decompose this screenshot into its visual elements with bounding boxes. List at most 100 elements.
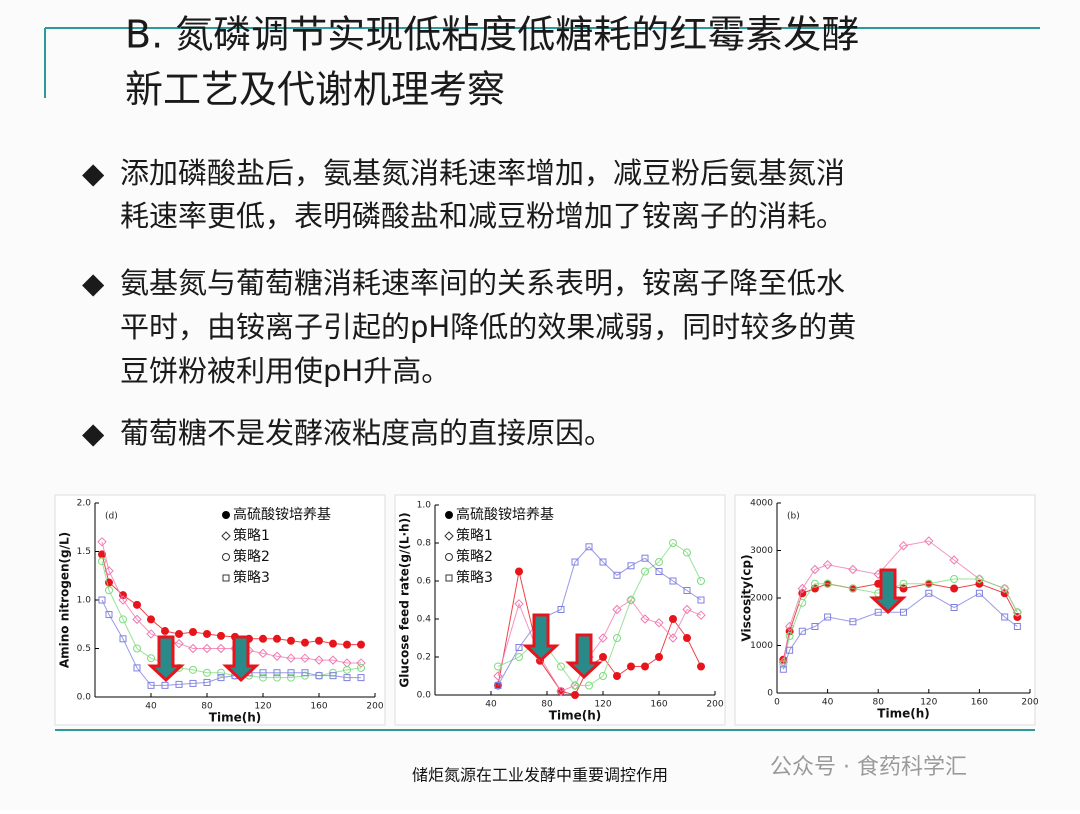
marker (874, 608, 882, 616)
marker (203, 678, 211, 686)
marker (133, 644, 141, 653)
marker (557, 606, 565, 613)
marker (655, 653, 663, 661)
marker (343, 674, 351, 682)
marker (975, 589, 983, 597)
marker (98, 557, 106, 566)
marker (314, 655, 324, 665)
marker (627, 562, 635, 570)
marker (146, 629, 156, 639)
marker (612, 604, 622, 615)
series-line (497, 599, 702, 692)
arrow (147, 635, 185, 683)
marker (174, 638, 184, 649)
marker (683, 548, 691, 557)
marker (259, 673, 267, 682)
marker (641, 554, 649, 562)
marker (445, 511, 453, 519)
y-tick-label: 0.5 (77, 644, 91, 654)
marker (654, 618, 664, 628)
bullet-line: 添加磷酸盐后，氨基氮消耗速率增加，减豆粉后氨基氮消 (120, 156, 845, 190)
marker (669, 615, 677, 623)
panel-label: (b) (787, 512, 800, 522)
marker (949, 555, 959, 565)
marker (161, 681, 169, 689)
marker (287, 636, 295, 645)
marker (286, 653, 296, 663)
x-tick-label: 200 (366, 702, 383, 712)
marker (189, 628, 197, 637)
marker (798, 598, 807, 607)
series-line (497, 571, 702, 696)
marker (571, 681, 579, 690)
marker (300, 653, 310, 663)
marker (786, 646, 794, 654)
x-tick-label: 40 (145, 702, 157, 712)
marker (222, 574, 230, 582)
marker (613, 672, 621, 680)
y-tick-label: 1000 (750, 641, 773, 651)
arrow (869, 568, 907, 615)
marker (599, 672, 607, 680)
marker (444, 531, 454, 541)
x-tick-label: 0 (774, 698, 780, 708)
marker (557, 662, 565, 671)
marker (203, 668, 211, 677)
arrow (522, 613, 560, 663)
marker (683, 634, 691, 642)
marker (222, 553, 230, 561)
bullet-icon: ◆ (82, 266, 105, 300)
title-line: B. 氮磷调节实现低粘度低糖耗的红霉素发酵 (125, 13, 859, 57)
marker (898, 541, 909, 551)
marker (950, 604, 958, 611)
marker (627, 662, 635, 671)
footer: 储炬氮源在工业发酵中重要调控作用 (412, 766, 668, 785)
marker (119, 635, 127, 643)
marker (272, 651, 282, 661)
marker (668, 633, 678, 643)
marker (599, 558, 607, 566)
marker (343, 665, 351, 674)
bullet-line: 耗速率更低，表明磷酸盐和减豆粉增加了铵离子的消耗。 (120, 199, 845, 233)
marker (105, 611, 113, 619)
y-tick-label: 0.4 (417, 615, 432, 625)
x-axis-label: Time(h) (209, 711, 261, 725)
y-tick-label: 0.8 (417, 539, 432, 549)
legend-label: 策略1 (233, 527, 270, 544)
marker (811, 623, 819, 630)
marker (315, 636, 323, 645)
marker (494, 662, 502, 671)
marker (669, 539, 677, 547)
marker (329, 672, 337, 680)
marker (613, 571, 621, 579)
marker (189, 679, 197, 687)
y-tick-label: 3000 (750, 546, 773, 556)
marker (785, 632, 794, 640)
chart: 0.0 0.5 1.0 1.5 2.0 40 80 120 160 200 Time(h) Amino… (54, 494, 386, 726)
bullets: ◆ 添加磷酸盐后，氨基氮消耗速率增加，减豆粉后氨基氮消 耗速率更低，表明磷酸盐和… (82, 156, 856, 450)
marker (147, 681, 155, 689)
marker (975, 575, 984, 583)
marker (147, 615, 155, 624)
marker (950, 584, 959, 593)
y-axis-label: Viscosity(cp) (740, 554, 754, 641)
marker (697, 577, 705, 585)
marker (556, 686, 566, 696)
marker (571, 691, 579, 699)
marker (217, 668, 225, 677)
marker (301, 669, 309, 677)
y-tick-label: 0 (767, 689, 773, 699)
marker (175, 680, 183, 688)
marker (105, 586, 113, 595)
marker (222, 511, 230, 519)
marker (1000, 584, 1009, 593)
series-line (782, 578, 1018, 665)
marker (627, 596, 635, 604)
marker (515, 567, 523, 576)
bullet-line: 平时，由铵离子引起的pH降低的效果减弱，同时较多的黄 (120, 310, 856, 344)
marker (784, 621, 795, 632)
arrow (565, 633, 603, 680)
marker (445, 553, 453, 561)
x-tick-label: 120 (254, 702, 271, 712)
marker (494, 682, 502, 689)
